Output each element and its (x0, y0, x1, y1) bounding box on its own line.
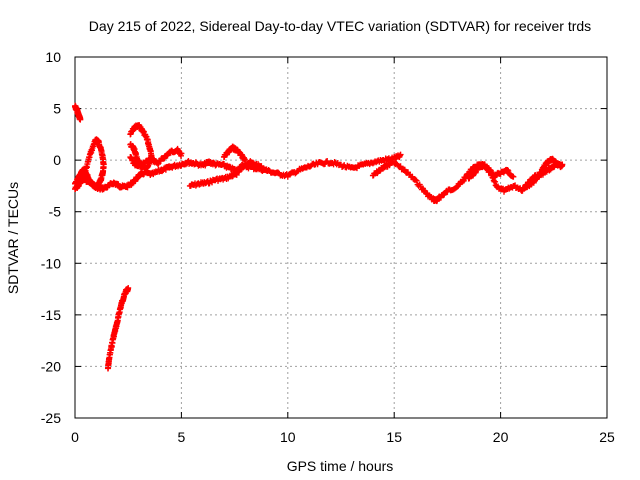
x-tick-label: 5 (178, 429, 186, 445)
data-point (242, 157, 249, 164)
data-point (127, 141, 134, 148)
y-tick-label: -20 (41, 358, 61, 374)
series-track (104, 284, 132, 372)
data-point (263, 166, 270, 173)
data-point (178, 150, 185, 157)
series-track (465, 160, 517, 182)
series-track (369, 159, 396, 179)
series-track (220, 143, 249, 164)
axis-ticks: 0 5 10 15 20 25 -25 -20 -15 -10 -5 0 5 10 (41, 49, 615, 445)
data-point (397, 151, 404, 158)
y-axis-label: SDTVAR / TECUs (5, 182, 21, 294)
y-tick-label: 0 (53, 152, 61, 168)
series-track (518, 160, 564, 195)
data-point (557, 161, 564, 168)
data-point (413, 177, 420, 184)
data-point (389, 159, 396, 166)
x-tick-label: 10 (280, 429, 296, 445)
x-axis-label: GPS time / hours (287, 458, 394, 474)
data-point (412, 176, 419, 183)
series-track (72, 102, 84, 123)
data-point (77, 116, 84, 123)
y-tick-label: -5 (49, 204, 62, 220)
x-tick-label: 0 (71, 429, 79, 445)
y-tick-label: 10 (45, 49, 61, 65)
y-tick-label: -25 (41, 410, 61, 426)
data-point (125, 284, 132, 291)
x-tick-label: 20 (493, 429, 509, 445)
data-series (72, 102, 566, 372)
plot-frame (74, 56, 608, 419)
y-tick-label: -10 (41, 255, 61, 271)
data-point (72, 180, 78, 187)
x-tick-label: 25 (599, 429, 615, 445)
x-tick-label: 15 (386, 429, 402, 445)
series-track (127, 145, 185, 170)
y-tick-label: 5 (53, 101, 61, 117)
chart-title: Day 215 of 2022, Sidereal Day-to-day VTE… (89, 18, 591, 34)
y-tick-label: -15 (41, 307, 61, 323)
series-sdtvar (72, 102, 566, 372)
grid-lines (75, 57, 607, 418)
data-point (510, 173, 517, 180)
